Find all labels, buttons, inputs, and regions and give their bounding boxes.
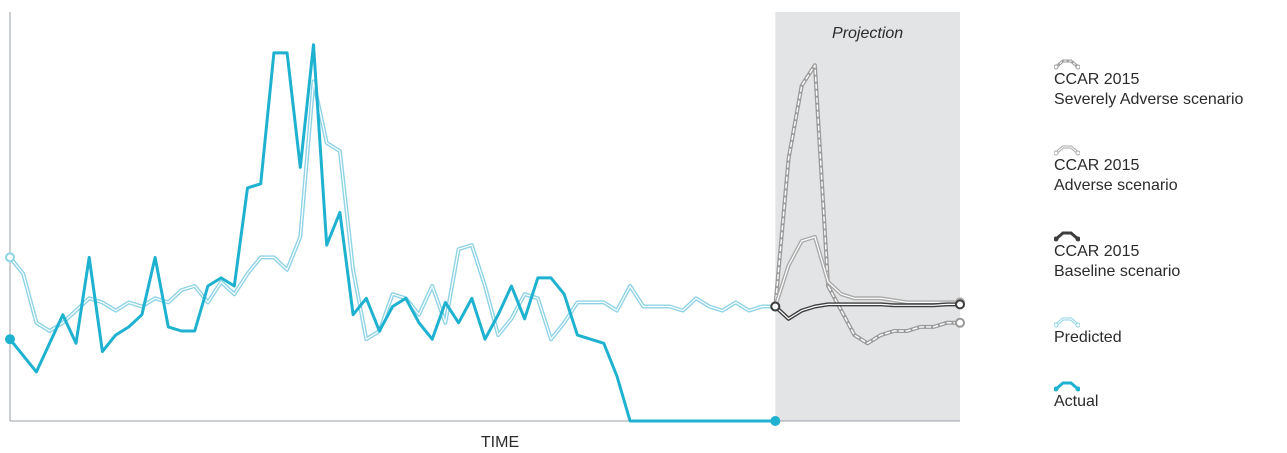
legend-label-predicted: Predicted xyxy=(1054,329,1122,346)
actual-end-point xyxy=(770,416,781,426)
legend-item-severely-adverse: CCAR 2015 Severely Adverse scenario xyxy=(1054,56,1287,110)
baseline-series xyxy=(770,299,965,321)
baseline-series-inner xyxy=(774,303,961,320)
severely-series-dashes xyxy=(774,64,961,344)
predicted-series-inner xyxy=(9,80,776,340)
predicted-series-outline xyxy=(8,79,778,342)
legend-label-baseline-1: CCAR 2015 xyxy=(1054,243,1140,260)
baseline-line-icon xyxy=(1054,231,1080,242)
legend-label-baseline-2: Baseline scenario xyxy=(1054,263,1181,280)
projection-label: Projection xyxy=(832,25,903,42)
predicted-line-icon xyxy=(1054,317,1080,328)
legend-label-actual: Actual xyxy=(1054,393,1099,410)
predicted-series xyxy=(5,79,781,342)
adverse-series-inner xyxy=(774,236,961,308)
legend-item-adverse: CCAR 2015 Adverse scenario xyxy=(1054,142,1287,196)
legend-item-predicted: Predicted xyxy=(1054,314,1287,348)
legend-label-adverse-1: CCAR 2015 xyxy=(1054,157,1140,174)
actual-series xyxy=(5,43,781,426)
severely-adverse-line-icon xyxy=(1054,59,1080,70)
series-layer xyxy=(5,43,965,426)
legend-label-severely-adverse-1: CCAR 2015 xyxy=(1054,71,1140,88)
projection-band xyxy=(775,12,960,421)
predicted-start-point xyxy=(5,252,15,263)
line-chart: Projection TIME xyxy=(5,12,965,451)
actual-start-point xyxy=(5,334,15,345)
legend-item-baseline: CCAR 2015 Baseline scenario xyxy=(1054,228,1287,282)
actual-series-line xyxy=(8,43,777,423)
adverse-line-icon xyxy=(1054,145,1080,156)
severely-end-point xyxy=(955,317,965,328)
legend-label-adverse-2: Adverse scenario xyxy=(1054,177,1178,194)
baseline-end-point xyxy=(955,299,965,310)
legend-label-severely-adverse-2: Severely Adverse scenario xyxy=(1054,91,1244,108)
legend-item-actual: Actual xyxy=(1054,378,1287,412)
baseline-start-point xyxy=(770,301,781,312)
actual-line-icon xyxy=(1054,381,1080,392)
x-axis-label: TIME xyxy=(481,434,519,451)
